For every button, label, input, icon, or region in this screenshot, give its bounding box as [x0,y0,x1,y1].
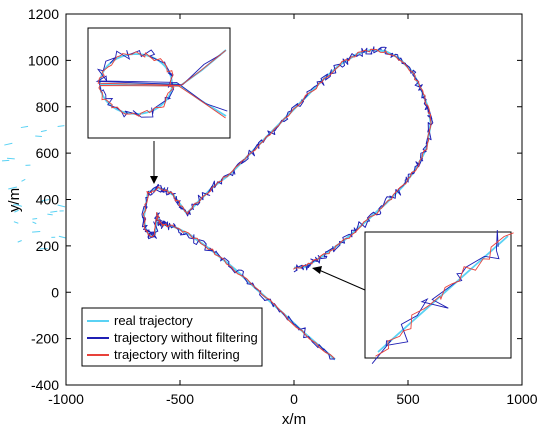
y-tick-label: 800 [36,99,60,115]
legend: real trajectory trajectory without filte… [81,307,263,367]
x-tick-label: -1000 [48,391,84,407]
noise-streak [17,240,22,243]
legend-box [81,307,263,367]
noise-streak [1,159,10,162]
noise-streak [47,213,53,216]
y-tick-label: 1000 [28,52,59,68]
y-tick-label: -200 [31,331,59,347]
noise-streak [32,221,37,225]
noise-streak [32,230,41,233]
noise-streak [20,125,29,129]
right-zoom-curves [371,229,514,364]
y-tick-label: 200 [36,238,60,254]
upper-left-zoom-inset [87,27,231,139]
noise-streak [32,218,38,220]
y-tick-label: -400 [31,377,59,393]
legend-label-unfiltered: trajectory without filtering [114,330,258,345]
noise-streak [8,186,18,190]
x-tick-label: 500 [396,391,420,407]
noise-streak [14,209,19,213]
series-layer [1,46,434,361]
inset-right-unfiltered [371,229,500,364]
y-tick-label: 0 [51,284,59,300]
series-filtered-trajectory [142,48,432,359]
noise-streak [58,235,66,239]
x-tick-label: 1000 [506,391,537,407]
noise-streak [4,142,13,146]
noise-streak [40,198,50,202]
noise-streak [50,210,58,213]
x-axis-label: x/m [282,411,306,428]
noise-streak [57,125,65,128]
right-zoom-arrow-line [318,269,366,291]
legend-label-real: real trajectory [114,313,193,328]
legend-label-filtered: trajectory with filtering [114,347,240,362]
inset-right-filtered [375,232,514,357]
y-tick-label: 1200 [28,6,59,22]
upper-left-zoom-arrowhead [150,176,158,184]
y-axis-label: y/m [6,188,23,212]
noise-streak [6,157,15,160]
y-tick-label: 400 [36,192,60,208]
inset-left-filtered [97,50,226,119]
noise-streak [40,129,47,133]
right-zoom-arrowhead [312,266,322,274]
y-tick-label: 600 [36,145,60,161]
noise-streak [13,221,19,224]
inset-left-unfiltered [95,49,228,118]
ticks-layer: -1000 -500 0 500 1000 -400 -200 0 200 400 600 800 10… [28,6,538,407]
x-tick-label: 0 [290,391,298,407]
noise-streak [57,204,66,208]
upper-left-zoom-curves [95,49,228,119]
x-tick-label: -500 [166,391,194,407]
noise-streak [21,178,26,182]
